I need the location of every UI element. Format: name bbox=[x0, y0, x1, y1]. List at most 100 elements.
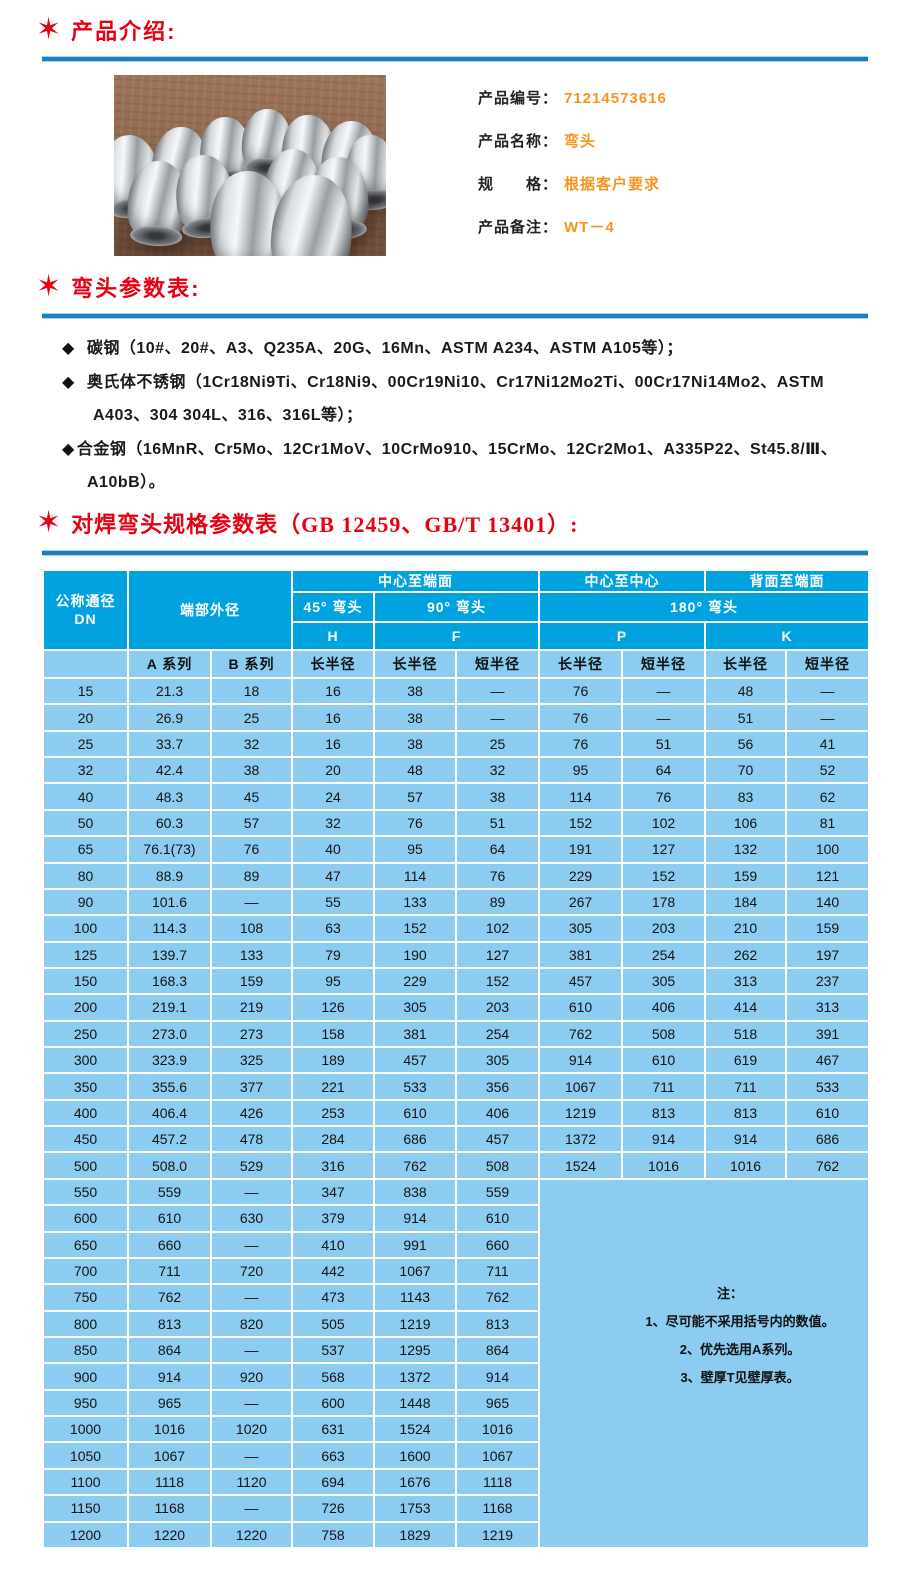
cell-dn: 700 bbox=[42, 1256, 129, 1286]
cell-dn: 1000 bbox=[42, 1415, 129, 1444]
table-cell: 210 bbox=[704, 914, 788, 943]
spec-table: 公称通径 DN 端部外径 中心至端面 中心至中心 背面至端面 45° 弯头 90° 弯头 180… bbox=[42, 569, 871, 1549]
cell-dn: 1200 bbox=[42, 1520, 129, 1549]
table-cell: 711 bbox=[454, 1256, 541, 1286]
materials-list: ◆ 碳钢（10#、20#、A3、Q235A、20G、16Mn、ASTM A234、… bbox=[62, 332, 862, 500]
table-cell: 184 bbox=[704, 887, 788, 917]
table-cell: — bbox=[210, 1177, 293, 1207]
table-cell: 457 bbox=[538, 966, 624, 996]
header-dn: 公称通径 DN bbox=[42, 569, 129, 651]
table-cell: 56 bbox=[704, 729, 788, 759]
table-cell: 159 bbox=[704, 861, 788, 890]
table-cell: — bbox=[210, 1441, 293, 1470]
table-cell: 41 bbox=[785, 729, 871, 759]
table-cell: 864 bbox=[127, 1335, 212, 1365]
table-cell: 1168 bbox=[454, 1494, 541, 1523]
table-cell: 965 bbox=[127, 1388, 212, 1418]
table-cell: 313 bbox=[785, 993, 871, 1022]
table-cell: 1168 bbox=[127, 1494, 212, 1523]
spec-row-dn-1100: 1100 1118 1120 694 1676 1118 bbox=[42, 1467, 869, 1497]
table-cell: 102 bbox=[621, 808, 707, 838]
table-cell: 127 bbox=[454, 940, 541, 969]
header-dn-line2: DN bbox=[74, 611, 97, 627]
table-cell: 89 bbox=[210, 861, 293, 890]
table-cell: 356 bbox=[454, 1072, 541, 1101]
subheader-3: 长半径 bbox=[291, 649, 375, 679]
table-cell: 660 bbox=[127, 1230, 212, 1259]
table-cell: 81 bbox=[785, 808, 871, 838]
table-cell: 76 bbox=[454, 861, 541, 890]
table-cell: 168.3 bbox=[127, 966, 212, 996]
table-cell: 762 bbox=[373, 1151, 457, 1180]
table-cell: 273 bbox=[210, 1019, 293, 1049]
table-cell: 152 bbox=[621, 861, 707, 890]
table-cell: — bbox=[210, 887, 293, 917]
table-cell: 965 bbox=[454, 1388, 541, 1418]
section-spec-header: ✶ 对焊弯头规格参数表（GB 12459、GB/T 13401）: bbox=[36, 507, 578, 539]
diamond-bullet-icon: ◆ bbox=[62, 340, 75, 357]
table-cell: 132 bbox=[704, 835, 788, 864]
table-cell: 610 bbox=[454, 1204, 541, 1233]
table-cell: 813 bbox=[127, 1309, 212, 1338]
spec-row-dn-90: 90 101.6—55 133 89 267 178 184 140 bbox=[42, 887, 871, 917]
table-cell: 457.2 bbox=[127, 1125, 212, 1154]
table-cell: 559 bbox=[127, 1177, 212, 1207]
section-intro-title: 产品介绍: bbox=[71, 19, 177, 44]
cell-dn: 25 bbox=[42, 729, 129, 759]
table-cell: 414 bbox=[704, 993, 788, 1022]
table-cell: 914 bbox=[454, 1362, 541, 1391]
star-icon: ✶ bbox=[36, 13, 62, 46]
table-cell: 159 bbox=[210, 966, 293, 996]
spec-row-dn-300: 300 323.9 325 189 457 305 914 610 619 467 bbox=[42, 1046, 871, 1075]
table-cell: 219.1 bbox=[127, 993, 212, 1022]
spec-row-dn-65: 65 76.1(73) 76 40 95 64 191 127 132 100 bbox=[42, 835, 871, 864]
table-cell: 1524 bbox=[373, 1415, 457, 1444]
cell-dn: 650 bbox=[42, 1230, 129, 1259]
table-cell: 813 bbox=[454, 1309, 541, 1338]
table-cell: 57 bbox=[210, 808, 293, 838]
table-cell: 32 bbox=[291, 808, 375, 838]
table-cell: 76 bbox=[538, 676, 624, 706]
product-field-label: 产品编号： bbox=[478, 90, 559, 107]
header-elbow-45: 45° 弯头 bbox=[291, 591, 375, 623]
table-cell: 1524 bbox=[538, 1151, 624, 1180]
table-cell: — bbox=[454, 703, 541, 732]
table-cell: 262 bbox=[704, 940, 788, 969]
product-field-value: 弯头 bbox=[564, 133, 597, 150]
table-cell: 1295 bbox=[373, 1335, 457, 1365]
table-cell: 253 bbox=[291, 1098, 375, 1128]
table-cell: 610 bbox=[373, 1098, 457, 1128]
table-cell: 660 bbox=[454, 1230, 541, 1259]
table-cell: 51 bbox=[704, 703, 788, 732]
table-cell: 139.7 bbox=[127, 940, 212, 969]
table-cell: 377 bbox=[210, 1072, 293, 1101]
table-cell: 711 bbox=[704, 1072, 788, 1101]
spec-table-wrapper: 公称通径 DN 端部外径 中心至端面 中心至中心 背面至端面 45° 弯头 90° 弯头 180… bbox=[42, 569, 871, 1549]
table-cell: 24 bbox=[291, 782, 375, 811]
table-cell: 1219 bbox=[373, 1309, 457, 1338]
table-cell: 63 bbox=[291, 914, 375, 943]
spec-row-dn-950: 950 965—600 1448 965 bbox=[42, 1388, 869, 1418]
table-cell: 726 bbox=[291, 1494, 375, 1523]
cell-dn: 90 bbox=[42, 887, 129, 917]
table-cell: 237 bbox=[785, 966, 871, 996]
table-cell: 711 bbox=[621, 1072, 707, 1101]
cell-dn: 950 bbox=[42, 1388, 129, 1418]
spec-row-dn-350: 350 355.6 377 221 533 356 1067 711 711 533 bbox=[42, 1072, 871, 1101]
spec-row-dn-20: 20 26.9 25 16 38—76—51— bbox=[42, 703, 871, 732]
table-cell: 102 bbox=[454, 914, 541, 943]
table-cell: — bbox=[210, 1494, 293, 1523]
table-cell: 686 bbox=[373, 1125, 457, 1154]
cell-dn: 100 bbox=[42, 914, 129, 943]
table-cell: 694 bbox=[291, 1467, 375, 1497]
table-cell: 38 bbox=[373, 676, 457, 706]
cell-dn: 450 bbox=[42, 1125, 129, 1154]
table-cell: 313 bbox=[704, 966, 788, 996]
table-cell: 40 bbox=[291, 835, 375, 864]
table-cell: 1600 bbox=[373, 1441, 457, 1470]
material-line-4: A10bB）。 bbox=[62, 466, 862, 500]
table-cell: 1372 bbox=[538, 1125, 624, 1154]
table-cell: 1016 bbox=[704, 1151, 788, 1180]
table-cell: 355.6 bbox=[127, 1072, 212, 1101]
cell-dn: 400 bbox=[42, 1098, 129, 1128]
